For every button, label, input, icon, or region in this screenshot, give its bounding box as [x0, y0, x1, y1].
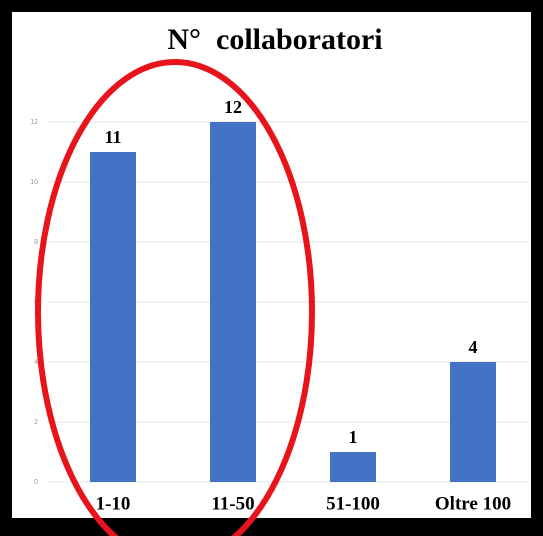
bar [90, 152, 136, 482]
y-tick-label: 4 [34, 359, 38, 366]
data-label: 1 [349, 427, 358, 447]
y-tick-label: 10 [30, 179, 38, 186]
y-tick-label: 8 [34, 239, 38, 246]
chart-title: N° collaboratori [167, 23, 382, 56]
y-tick-label: 12 [30, 119, 38, 126]
highlight-ellipse [35, 59, 315, 536]
bar [330, 452, 376, 482]
x-tick-label: 1-10 [96, 493, 131, 514]
y-tick-label: 0 [34, 479, 38, 486]
x-tick-label: 11-50 [211, 493, 254, 514]
bar [210, 122, 256, 482]
data-label: 12 [224, 97, 242, 117]
x-tick-label: Oltre 100 [435, 493, 511, 514]
data-label: 11 [104, 127, 121, 147]
y-tick-label: 2 [34, 419, 38, 426]
x-tick-label: 51-100 [326, 493, 380, 514]
bar [450, 362, 496, 482]
data-label: 4 [469, 337, 478, 357]
